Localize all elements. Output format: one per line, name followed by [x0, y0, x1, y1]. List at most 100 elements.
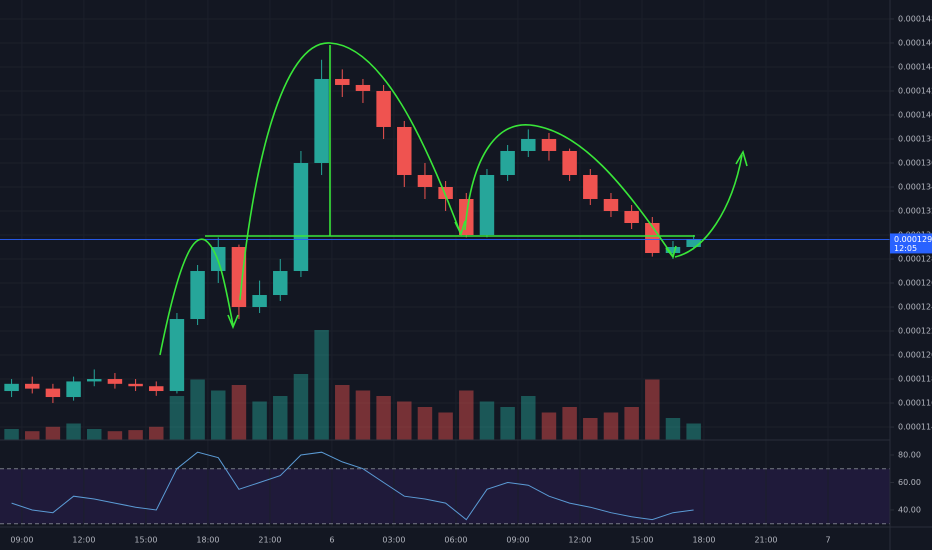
volume-bar — [397, 401, 412, 440]
volume-bar — [128, 430, 143, 440]
head — [239, 42, 461, 301]
y-tick-label: 0.00012800 — [898, 255, 932, 264]
x-tick-label: 09:00 — [506, 536, 529, 545]
volume-bar — [665, 418, 681, 440]
candle-body — [149, 386, 164, 392]
volume-bar — [273, 396, 288, 440]
grid — [0, 0, 890, 527]
volume-bar — [562, 407, 577, 440]
projection — [674, 154, 743, 258]
y-tick-label: 0.00014600 — [898, 38, 932, 47]
candle-body — [665, 247, 681, 254]
y-tick-label: 0.00011600 — [898, 399, 932, 408]
volume-bar — [252, 401, 267, 440]
candle-body — [686, 239, 701, 248]
arrow-head — [665, 245, 677, 259]
volume-bar — [87, 429, 102, 440]
candle-body — [624, 210, 639, 224]
y-tick-label: 0.00011800 — [898, 375, 932, 384]
y-tick-label: 0.00013400 — [898, 182, 932, 191]
candle-body — [335, 78, 350, 85]
rsi-tick-label: 60.00 — [898, 478, 921, 487]
candle-body — [45, 388, 61, 398]
rsi-band — [0, 468, 890, 524]
candle-body — [376, 90, 391, 127]
candle-body — [169, 319, 185, 392]
candle-body — [417, 174, 433, 187]
candle-body — [25, 383, 40, 389]
arrow-head — [735, 149, 748, 167]
candle-body — [355, 84, 371, 91]
y-tick-label: 0.00013200 — [898, 206, 932, 215]
volume-bar — [583, 418, 598, 440]
candle-body — [521, 138, 536, 151]
candles — [0, 59, 890, 404]
x-tick-label: 7 — [825, 536, 830, 545]
y-tick-label: 0.00014400 — [898, 62, 932, 71]
volume-bar — [314, 330, 329, 440]
candle-body — [273, 271, 288, 296]
x-tick-label: 06:00 — [444, 536, 467, 545]
candle-body — [562, 150, 577, 175]
x-tick-label: 21:00 — [754, 536, 777, 545]
y-tick-label: 0.00011400 — [898, 423, 932, 432]
rsi-tick-label: 80.00 — [898, 450, 921, 459]
x-tick-label: 15:00 — [134, 536, 157, 545]
rsi-tick-label: 40.00 — [898, 505, 921, 514]
y-tick-label: 0.00014200 — [898, 86, 932, 95]
volume-bar — [211, 390, 226, 440]
volume-bar — [45, 426, 61, 440]
y-tick-label: 0.00013600 — [898, 158, 932, 167]
volume-bar — [107, 431, 123, 440]
candle-body — [252, 295, 267, 308]
volume-bar — [355, 390, 371, 440]
volume-bar — [190, 379, 205, 440]
x-tick-label: 03:00 — [382, 536, 405, 545]
candle-body — [107, 379, 123, 384]
right-shoulder — [464, 124, 673, 256]
price-tag-label: 0.00012963 — [894, 235, 932, 244]
left-shoulder — [159, 238, 234, 356]
candle-body — [583, 174, 598, 199]
volume-bar — [417, 407, 433, 440]
x-tick-label: 15:00 — [630, 536, 653, 545]
arrow-head — [227, 314, 239, 330]
x-tick-label: 18:00 — [196, 536, 219, 545]
volume-bar — [25, 431, 40, 440]
y-tick-label: 0.00014800 — [898, 14, 932, 23]
volume-bar — [624, 407, 639, 440]
volume-bar — [438, 412, 453, 440]
volume-bar — [521, 396, 536, 440]
pattern-drawing — [159, 42, 748, 356]
price-tag-box — [890, 233, 932, 254]
candle-body — [128, 383, 143, 387]
volume-bar — [335, 385, 350, 440]
candle-body — [500, 150, 515, 175]
y-tick-label: 0.00012000 — [898, 351, 932, 360]
candle-body — [438, 186, 453, 199]
arrow-head — [454, 220, 466, 237]
candle-body — [479, 174, 495, 236]
y-tick-label: 0.00012200 — [898, 327, 932, 336]
y-tick-label: 0.00013800 — [898, 134, 932, 143]
volume-bar — [4, 429, 19, 440]
rsi — [0, 451, 890, 525]
volume-bar — [541, 412, 557, 440]
volume-bar — [149, 426, 164, 440]
volume-bar — [66, 423, 81, 440]
y-tick-label: 0.00012400 — [898, 303, 932, 312]
candle-body — [190, 271, 205, 320]
candle-body — [397, 126, 412, 175]
candle-body — [603, 198, 619, 211]
volume-bar — [603, 412, 619, 440]
rsi-line — [11, 451, 694, 521]
volume-bar — [686, 423, 701, 440]
volume-bar — [293, 374, 309, 440]
x-tick-label: 12:00 — [568, 536, 591, 545]
candle-body — [87, 379, 102, 382]
candle-body — [66, 381, 81, 398]
x-tick-label: 09:00 — [10, 536, 33, 545]
x-tick-label: 6 — [329, 536, 334, 545]
